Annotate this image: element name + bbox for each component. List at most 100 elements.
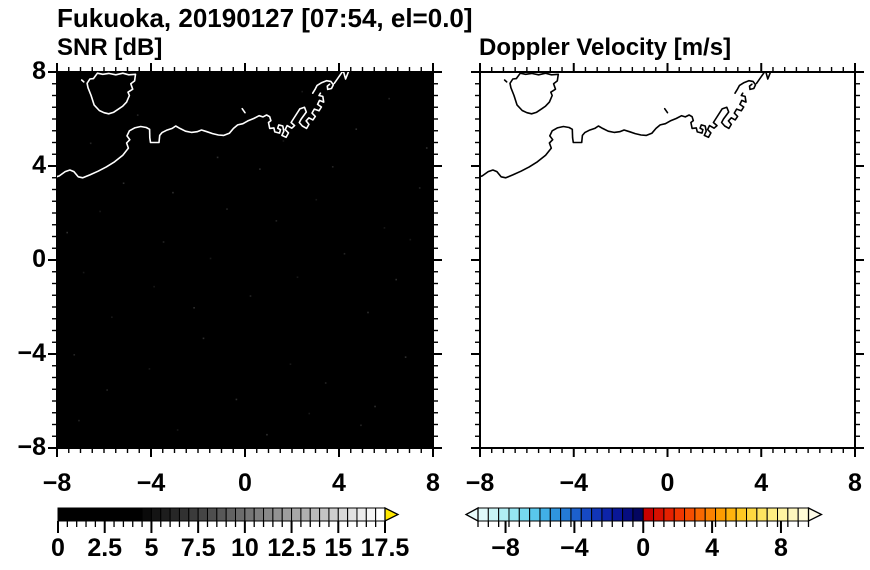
snr-map-layer [57, 72, 428, 436]
vel-map-layer [480, 72, 772, 179]
colorbar-cell [244, 507, 255, 522]
noise-speckle [282, 140, 285, 142]
colorbar-cell [642, 507, 655, 522]
islet-mark [80, 79, 85, 83]
noise-speckle [202, 337, 205, 340]
colorbar-cell [122, 507, 134, 522]
coastline-path [480, 92, 747, 179]
noise-speckle [153, 285, 155, 288]
noise-speckle [162, 241, 165, 243]
islet-mark [241, 107, 246, 114]
noise-speckle [367, 311, 369, 314]
colorbar-cell [766, 507, 779, 522]
colorbar-tick-label: 0 [51, 534, 65, 562]
jetty-path [755, 72, 772, 85]
colorbar-cell [735, 507, 748, 522]
noise-speckle [289, 363, 292, 365]
noise-speckle [66, 231, 68, 234]
colorbar-cell [150, 507, 162, 522]
colorbar-cell [113, 507, 124, 522]
colorbar-cell [611, 507, 624, 522]
noise-speckle [355, 128, 358, 130]
noise-speckle [216, 156, 219, 159]
noise-speckle [111, 316, 113, 318]
noise-speckle [266, 433, 268, 436]
colorbar-cell [365, 507, 377, 522]
colorbar-cell [57, 507, 68, 522]
colorbar-cell [725, 507, 737, 522]
colorbar-cell [694, 507, 706, 522]
noise-speckle [418, 187, 421, 189]
noise-speckle [360, 424, 362, 427]
noise-speckle [106, 389, 108, 391]
colorbar-overflow-arrow [384, 506, 400, 523]
colorbar-tick-label: 0 [636, 534, 651, 562]
colorbar-cell [508, 507, 520, 522]
coastline-path [57, 92, 325, 179]
colorbar-cell [169, 507, 180, 522]
colorbar-cell [560, 507, 572, 522]
colorbar-underflow-arrow [464, 506, 479, 523]
colorbar-tick-label: 4 [705, 534, 720, 562]
colorbar-cell [188, 507, 199, 522]
colorbar-cell [570, 507, 582, 522]
noise-speckle [275, 220, 278, 222]
colorbar-cell [235, 507, 246, 522]
y-tick-label: 8 [32, 57, 46, 85]
colorbar-cell [328, 507, 339, 522]
x-tick-label: 0 [660, 469, 675, 497]
jetty-path [333, 72, 350, 85]
colorbar-cell [66, 507, 78, 522]
x-tick-label: 4 [754, 469, 769, 497]
colorbar-cell [549, 507, 562, 522]
noise-speckle [259, 168, 261, 170]
x-tick-label: 4 [332, 469, 346, 497]
colorbar-cell [498, 507, 510, 522]
colorbar-cell [281, 507, 293, 522]
velocity-colorbar-ticks [477, 521, 810, 533]
colorbar-cell [225, 507, 237, 522]
noise-speckle [136, 114, 139, 116]
colorbar-cell [272, 507, 283, 522]
colorbar-cell [653, 507, 665, 522]
colorbar-tick-label: −8 [491, 534, 520, 562]
noise-speckle [374, 405, 376, 408]
vel-panel [471, 63, 864, 457]
colorbar-cell [104, 507, 115, 522]
noise-speckle [172, 191, 174, 194]
colorbar-cell [206, 507, 218, 522]
breakwater-path [311, 79, 335, 94]
noise-speckle [78, 419, 80, 422]
colorbar-cell [518, 507, 531, 522]
colorbar-cell [291, 507, 302, 522]
colorbar-cell [487, 507, 500, 522]
colorbar-cell [132, 507, 143, 522]
colorbar-cell [160, 507, 171, 522]
colorbar-tick-label: 17.5 [360, 534, 410, 562]
island-outline [86, 72, 137, 115]
snr-panel [48, 63, 442, 457]
noise-speckle [226, 208, 228, 210]
colorbar-cell [632, 507, 644, 522]
colorbar-cell [684, 507, 696, 522]
noise-speckle [73, 354, 76, 356]
noise-speckle [425, 147, 428, 149]
x-tick-label: −4 [559, 469, 588, 497]
islet-mark [663, 107, 669, 114]
colorbar-cell [539, 507, 551, 522]
colorbar-cell [756, 507, 768, 522]
colorbar-cell [797, 507, 809, 522]
colorbar-tick-label: 5 [144, 534, 159, 562]
snr-colorbar-ticks [57, 521, 386, 533]
noise-speckle [89, 142, 92, 145]
colorbar-overflow-arrow [807, 506, 823, 523]
colorbar-cell [178, 507, 190, 522]
colorbar-tick-label: 15 [324, 534, 353, 562]
colorbar-tick-label: 7.5 [180, 534, 216, 562]
noise-speckle [395, 278, 397, 281]
x-tick-label: 8 [426, 469, 440, 497]
noise-speckle [148, 368, 151, 370]
panel-velocity-title: Doppler Velocity [m/s] [479, 34, 732, 61]
colorbar-cell [337, 507, 349, 522]
